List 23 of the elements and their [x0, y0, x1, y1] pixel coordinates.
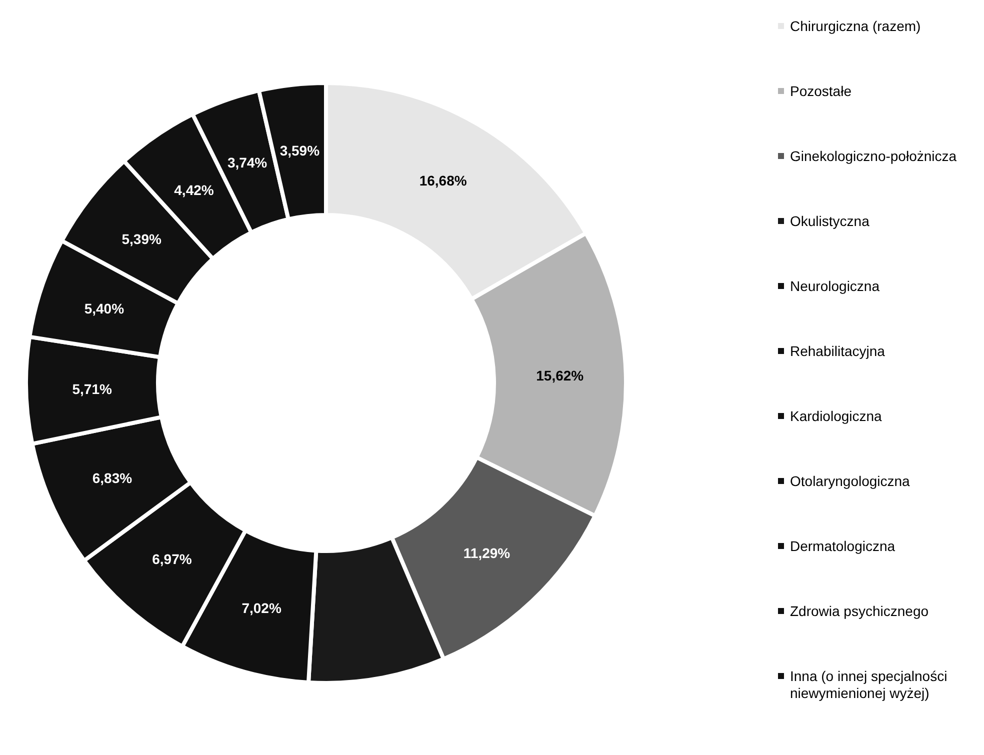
- data-label: 6,83%: [92, 470, 133, 486]
- legend-label: Dermatologiczna: [790, 538, 896, 554]
- legend-label: Neurologiczna: [790, 278, 880, 294]
- data-label: 6,97%: [152, 551, 192, 568]
- data-label: 5,40%: [84, 300, 125, 316]
- legend-label: Ginekologiczno-położnicza: [790, 148, 957, 164]
- legend-label: Kardiologiczna: [790, 408, 882, 424]
- data-label: 5,39%: [122, 230, 162, 247]
- legend-label: Chirurgiczna (razem): [790, 18, 921, 34]
- data-label: 3,74%: [227, 154, 268, 171]
- legend-label: Okulistyczna: [790, 213, 870, 229]
- legend-label: Otolaryngologiczna: [790, 473, 910, 489]
- legend-label: Pozostałe: [790, 83, 852, 99]
- data-label: 11,29%: [463, 545, 511, 562]
- legend-label: Rehabilitacyjna: [790, 343, 886, 359]
- data-label: 16,68%: [419, 172, 468, 188]
- data-label: 4,42%: [174, 182, 214, 198]
- legend-label: Zdrowia psychicznego: [790, 603, 929, 619]
- data-label: 7,02%: [242, 600, 282, 616]
- data-label: 15,62%: [536, 368, 584, 384]
- data-label: 3,59%: [280, 142, 320, 158]
- data-label: 5,71%: [72, 380, 112, 397]
- legend-label: Inna (o innej specjalności niewymienionej wyżej): [790, 668, 948, 701]
